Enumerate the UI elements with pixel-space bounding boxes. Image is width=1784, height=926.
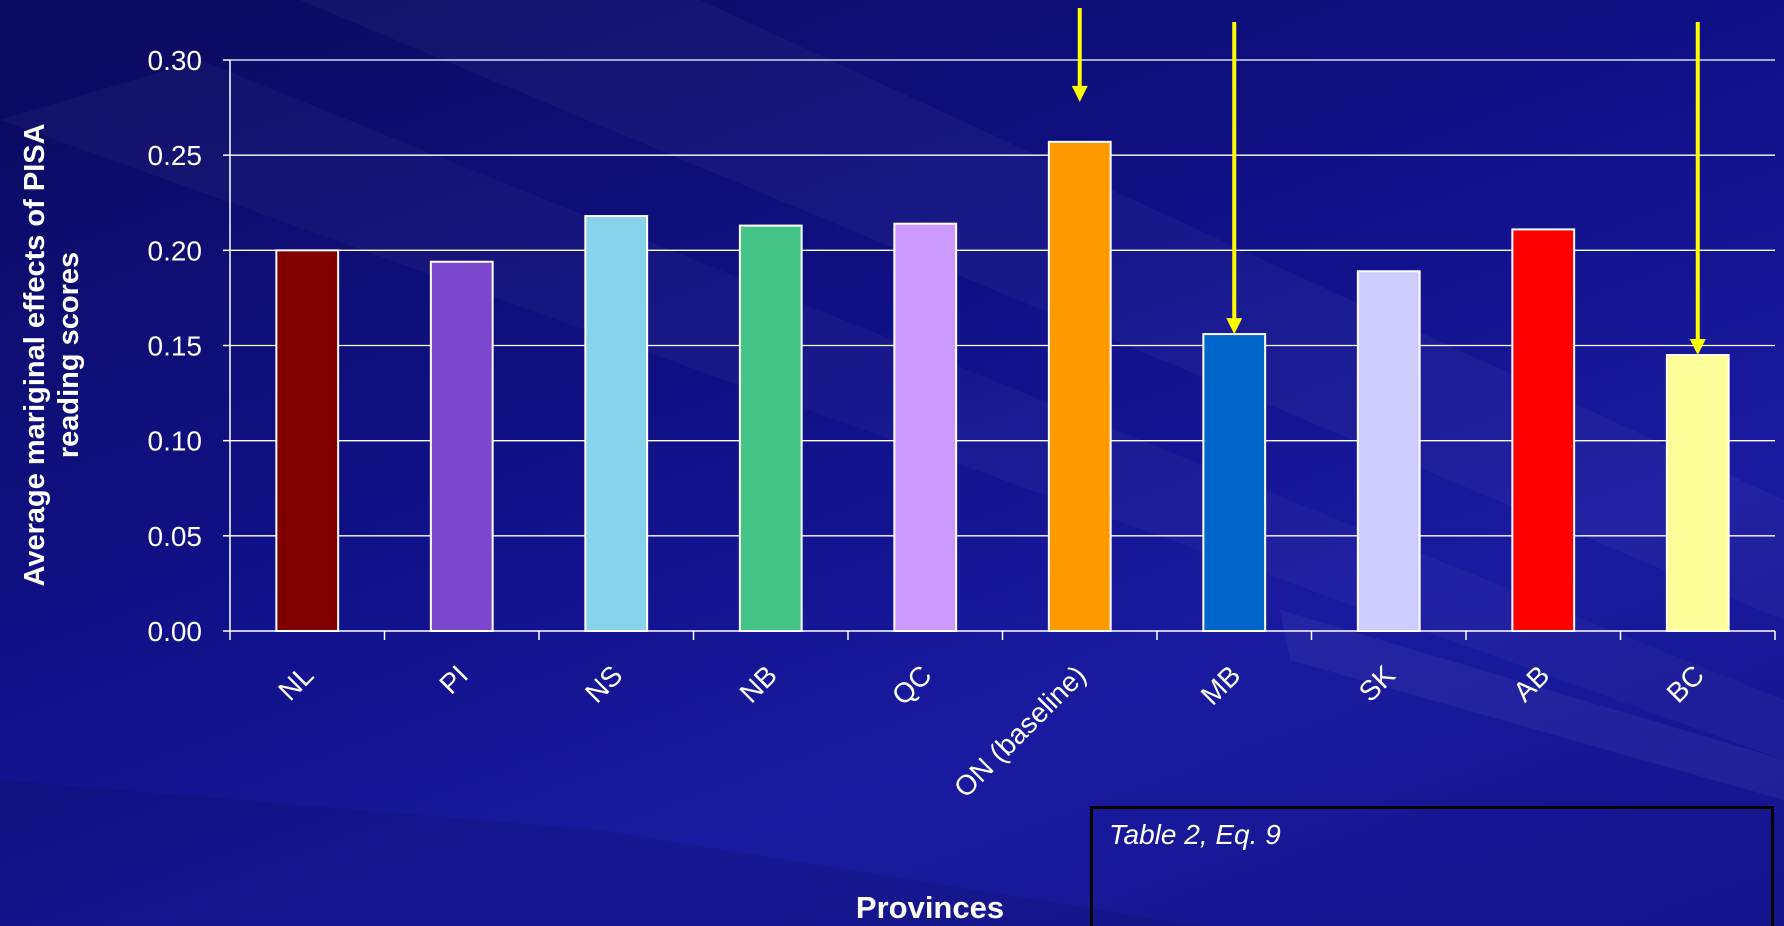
y-axis-label: Average mariginal effects of PISA readin…: [19, 123, 85, 587]
x-axis-label: Provinces: [855, 890, 1005, 925]
x-tick-label: PI: [433, 659, 474, 700]
bar-ns: [584, 215, 649, 632]
x-tick-label: QC: [886, 659, 938, 711]
bar-mb: [1202, 333, 1267, 632]
x-tick-label: NL: [272, 659, 319, 706]
highlight-arrow-head: [1689, 339, 1706, 356]
y-tick-label: 0.25: [148, 140, 203, 171]
x-tick-label: NS: [579, 659, 628, 708]
y-tick-label: 0.10: [148, 426, 203, 457]
x-tick-label: BC: [1661, 659, 1710, 708]
x-tick-labels: NL PI NS NB QC ON (baseline) MB SK AB BC: [272, 659, 1710, 803]
bar-nb: [738, 224, 803, 632]
y-tick-label: 0.00: [148, 616, 203, 647]
y-tick-label: 0.05: [148, 521, 203, 552]
y-tick-label: 0.15: [148, 331, 203, 362]
bar-sk: [1356, 270, 1421, 632]
axes: [223, 59, 1776, 640]
bar-bc: [1665, 354, 1730, 632]
bar-nl: [275, 249, 340, 632]
y-tick-label: 0.20: [148, 235, 203, 266]
highlight-arrow-head: [1071, 85, 1088, 102]
y-tick-labels: 0.00 0.05 0.10 0.15 0.20 0.25 0.30: [148, 45, 203, 647]
highlight-arrows: [1071, 8, 1706, 356]
x-tick-label: SK: [1353, 659, 1402, 708]
x-tick-label: AB: [1507, 659, 1555, 707]
bar-on-baseline: [1047, 140, 1112, 633]
x-tick-label: MB: [1195, 659, 1247, 711]
note-box: Table 2, Eq. 9: [1090, 806, 1774, 926]
x-tick-label: ON (baseline): [948, 659, 1092, 803]
bar-ab: [1511, 228, 1576, 632]
highlight-arrow-head: [1226, 318, 1243, 335]
note-text: Table 2, Eq. 9: [1109, 819, 1281, 850]
bars: [275, 140, 1730, 633]
x-tick-label: NB: [734, 659, 783, 708]
bar-qc: [893, 222, 958, 632]
y-tick-label: 0.30: [148, 45, 203, 76]
bar-pi: [429, 260, 494, 632]
